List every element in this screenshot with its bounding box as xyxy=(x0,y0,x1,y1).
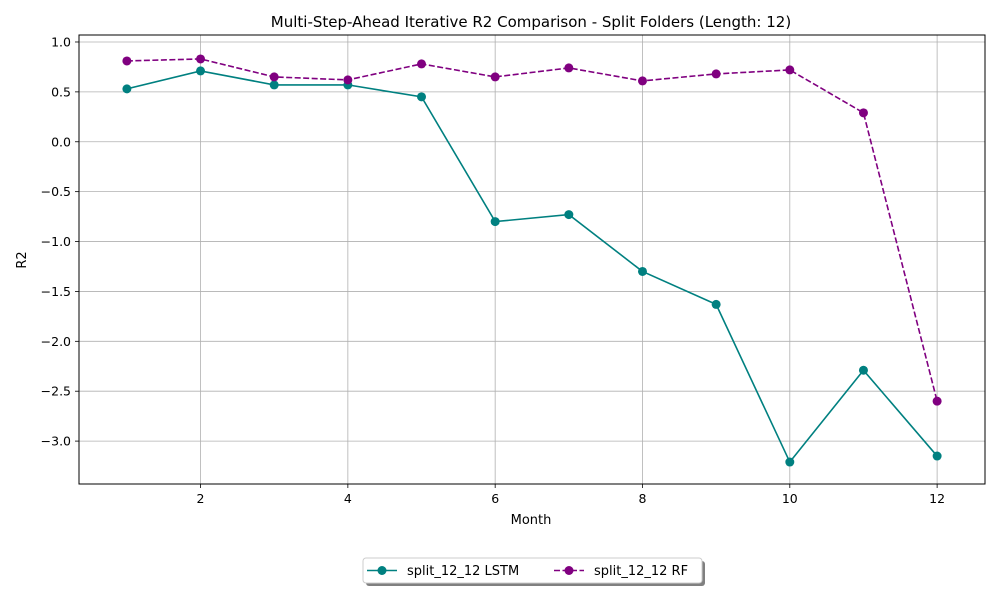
y-tick-label: −0.5 xyxy=(41,184,71,199)
y-tick-label: −1.5 xyxy=(41,284,71,299)
data-point-split-12-12-rf xyxy=(269,72,279,82)
data-point-split-12-12-rf xyxy=(637,76,647,86)
legend: split_12_12 LSTM split_12_12 RF xyxy=(362,557,705,586)
series-line-split-12-12-rf xyxy=(126,58,938,402)
data-point-split-12-12-lstm xyxy=(637,266,647,276)
data-point-split-12-12-rf xyxy=(858,108,868,118)
chart-title: Multi-Step-Ahead Iterative R2 Comparison… xyxy=(271,13,791,31)
data-point-split-12-12-lstm xyxy=(122,84,132,94)
x-tick-label: 10 xyxy=(782,491,798,506)
data-point-split-12-12-rf xyxy=(564,63,574,73)
data-point-split-12-12-rf xyxy=(711,69,721,79)
x-axis-label: Month xyxy=(511,513,552,528)
data-point-split-12-12-rf xyxy=(490,72,500,82)
data-point-split-12-12-rf xyxy=(343,75,353,85)
data-point-split-12-12-lstm xyxy=(564,210,574,220)
y-tick-label: −3.0 xyxy=(41,434,71,449)
plot-area-frame xyxy=(78,34,986,485)
x-tick-label: 4 xyxy=(344,491,352,506)
x-tick-label: 12 xyxy=(929,491,945,506)
legend-label-split-12-12-rf: split_12_12 RF xyxy=(594,564,688,579)
data-point-split-12-12-lstm xyxy=(932,451,942,461)
data-point-split-12-12-lstm xyxy=(417,92,427,102)
y-tick-label: −2.0 xyxy=(41,334,71,349)
series-line-split-12-12-lstm xyxy=(126,70,938,464)
data-point-split-12-12-lstm xyxy=(269,80,279,90)
data-point-split-12-12-rf xyxy=(122,56,132,66)
y-axis-ticks: 1.0 0.5 0.0 −0.5 −1.0 −1.5 −2.0 −2.5 −3.0 xyxy=(41,34,79,449)
legend-box xyxy=(362,557,703,584)
data-point-split-12-12-rf xyxy=(932,396,942,406)
y-tick-label: 1.0 xyxy=(51,34,71,49)
data-point-split-12-12-lstm xyxy=(711,299,721,309)
data-point-split-12-12-rf xyxy=(196,54,206,64)
y-tick-label: −1.0 xyxy=(41,234,71,249)
y-tick-label: 0.0 xyxy=(51,134,71,149)
data-point-split-12-12-rf xyxy=(417,59,427,69)
y-axis-label: R2 xyxy=(15,251,30,268)
x-tick-label: 8 xyxy=(639,491,647,506)
y-tick-label: 0.5 xyxy=(51,84,71,99)
x-tick-label: 2 xyxy=(197,491,205,506)
legend-marker-split-12-12-rf xyxy=(564,566,574,575)
x-axis-ticks: 2 4 6 8 10 12 xyxy=(197,484,945,506)
legend-marker-split-12-12-lstm xyxy=(377,566,387,575)
data-point-split-12-12-rf xyxy=(785,65,795,75)
y-tick-label: −2.5 xyxy=(41,384,71,399)
data-point-split-12-12-lstm xyxy=(858,365,868,375)
series-lines xyxy=(122,54,942,467)
data-point-split-12-12-lstm xyxy=(196,66,206,76)
data-point-split-12-12-lstm xyxy=(490,217,500,227)
grid xyxy=(79,35,985,484)
x-tick-label: 6 xyxy=(491,491,499,506)
data-point-split-12-12-lstm xyxy=(785,457,795,467)
legend-label-split-12-12-lstm: split_12_12 LSTM xyxy=(407,564,519,579)
